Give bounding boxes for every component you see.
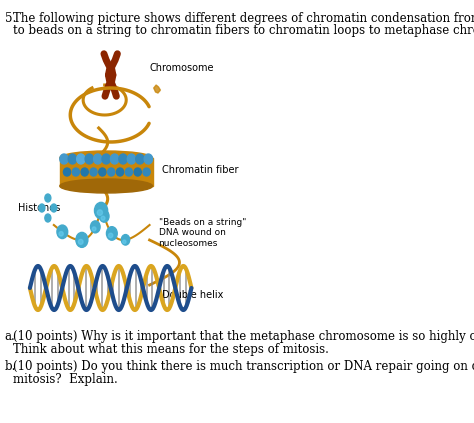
Ellipse shape bbox=[68, 154, 77, 164]
Ellipse shape bbox=[134, 168, 141, 176]
Ellipse shape bbox=[77, 154, 85, 164]
Ellipse shape bbox=[45, 194, 51, 202]
Ellipse shape bbox=[125, 168, 132, 176]
Ellipse shape bbox=[99, 168, 106, 176]
Ellipse shape bbox=[78, 239, 83, 244]
Ellipse shape bbox=[72, 168, 80, 176]
Ellipse shape bbox=[90, 168, 97, 176]
Text: Histones: Histones bbox=[18, 203, 60, 213]
Ellipse shape bbox=[60, 179, 153, 193]
Ellipse shape bbox=[39, 204, 45, 212]
Ellipse shape bbox=[143, 168, 150, 176]
Ellipse shape bbox=[107, 227, 117, 240]
Ellipse shape bbox=[93, 154, 102, 164]
Text: (10 points) Why is it important that the metaphase chromosome is so highly conde: (10 points) Why is it important that the… bbox=[13, 330, 474, 343]
Ellipse shape bbox=[85, 154, 93, 164]
Ellipse shape bbox=[101, 216, 105, 220]
Ellipse shape bbox=[109, 233, 113, 238]
Ellipse shape bbox=[60, 151, 153, 165]
Ellipse shape bbox=[136, 154, 144, 164]
Ellipse shape bbox=[60, 154, 68, 164]
Ellipse shape bbox=[100, 210, 109, 222]
Ellipse shape bbox=[45, 214, 51, 222]
Ellipse shape bbox=[81, 168, 88, 176]
Ellipse shape bbox=[144, 154, 153, 164]
Text: Think about what this means for the steps of mitosis.: Think about what this means for the step… bbox=[13, 343, 329, 356]
Text: b.: b. bbox=[5, 360, 16, 373]
Ellipse shape bbox=[110, 154, 119, 164]
Ellipse shape bbox=[64, 168, 71, 176]
Ellipse shape bbox=[51, 204, 57, 212]
Ellipse shape bbox=[94, 202, 108, 219]
Ellipse shape bbox=[128, 154, 136, 164]
Text: (10 points) Do you think there is much transcription or DNA repair going on duri: (10 points) Do you think there is much t… bbox=[13, 360, 474, 373]
Text: 5.: 5. bbox=[5, 12, 16, 25]
Ellipse shape bbox=[57, 225, 68, 239]
Ellipse shape bbox=[92, 227, 96, 231]
Ellipse shape bbox=[119, 154, 127, 164]
Text: Chromosome: Chromosome bbox=[150, 63, 214, 73]
Text: mitosis?  Explain.: mitosis? Explain. bbox=[13, 373, 118, 386]
Ellipse shape bbox=[102, 154, 110, 164]
Ellipse shape bbox=[117, 168, 124, 176]
Ellipse shape bbox=[97, 210, 102, 215]
Bar bbox=[60, 158, 153, 186]
Text: "Beads on a string"
DNA wound on
nucleosomes: "Beads on a string" DNA wound on nucleos… bbox=[158, 218, 246, 248]
Ellipse shape bbox=[59, 231, 63, 236]
Polygon shape bbox=[154, 85, 160, 93]
Ellipse shape bbox=[121, 235, 130, 245]
Text: Double helix: Double helix bbox=[162, 290, 223, 300]
Text: a.: a. bbox=[5, 330, 16, 343]
Ellipse shape bbox=[76, 232, 88, 247]
Ellipse shape bbox=[123, 240, 126, 244]
Ellipse shape bbox=[91, 221, 100, 233]
Ellipse shape bbox=[108, 168, 115, 176]
Text: to beads on a string to chromatin fibers to chromatin loops to metaphase chromos: to beads on a string to chromatin fibers… bbox=[13, 24, 474, 37]
Text: The following picture shows different degrees of chromatin condensation from nak: The following picture shows different de… bbox=[13, 12, 474, 25]
Text: Chromatin fiber: Chromatin fiber bbox=[162, 165, 238, 175]
